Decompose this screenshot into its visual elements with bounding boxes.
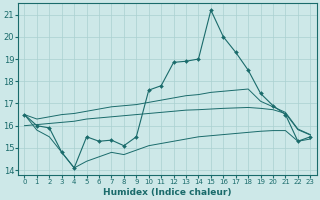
X-axis label: Humidex (Indice chaleur): Humidex (Indice chaleur) [103,188,232,197]
